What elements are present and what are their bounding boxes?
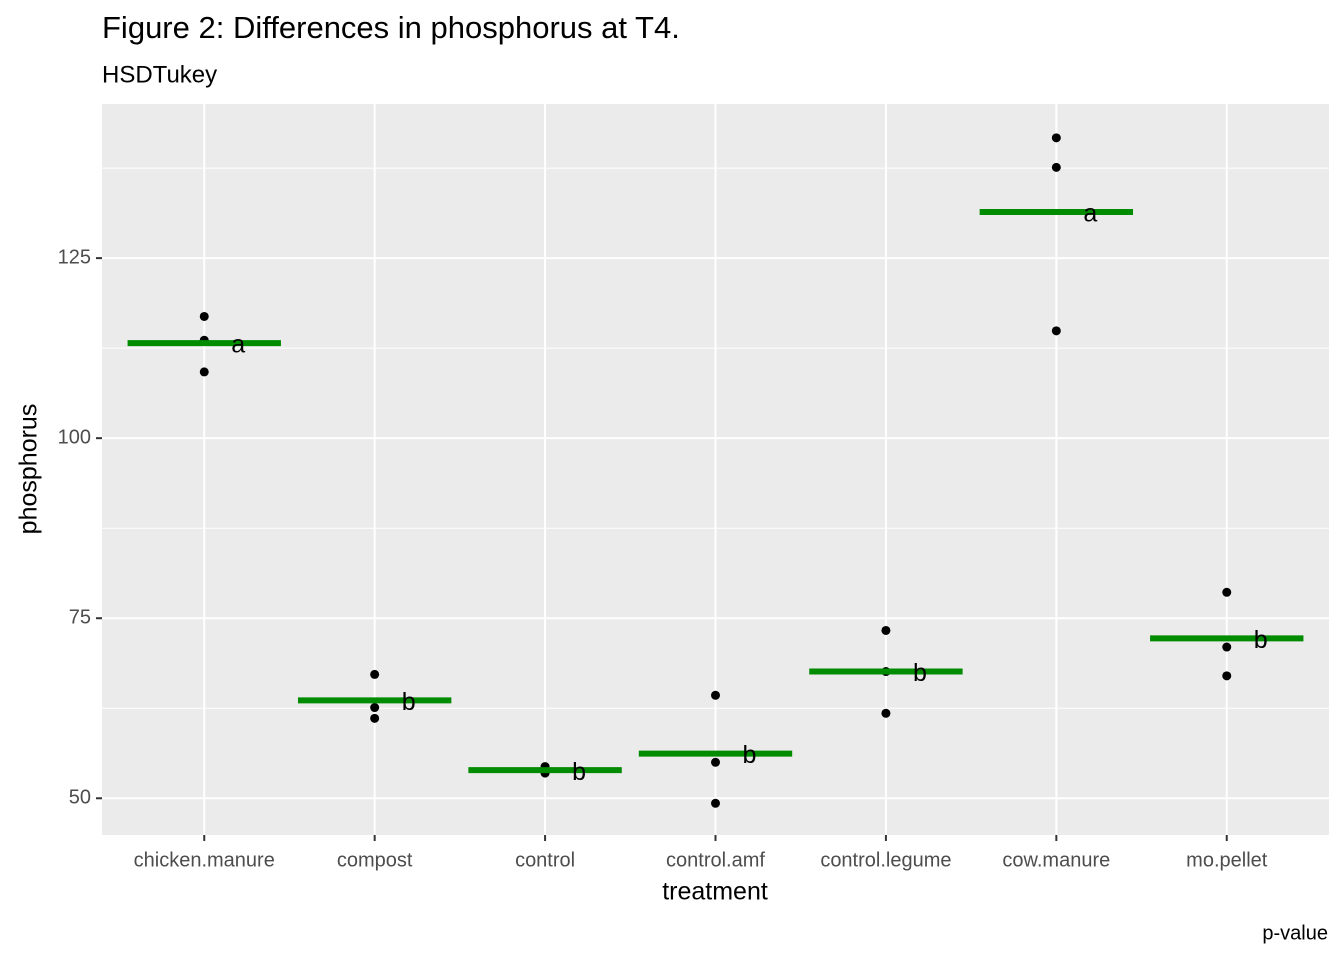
group-letter: b — [572, 758, 586, 786]
x-axis-title: treatment — [662, 878, 768, 906]
data-point — [881, 708, 891, 718]
data-point — [370, 713, 380, 723]
group-letter: b — [1254, 626, 1268, 654]
y-tick-label: 100 — [58, 426, 91, 448]
y-tick-label: 50 — [69, 787, 91, 809]
x-tick-label: control.amf — [666, 849, 765, 871]
data-point — [199, 311, 209, 321]
x-tick-label: cow.manure — [1002, 849, 1110, 871]
data-point — [1222, 587, 1232, 597]
group-letter: a — [1083, 200, 1097, 228]
data-point — [1051, 326, 1061, 336]
grid — [102, 104, 1329, 835]
x-tick-label: compost — [337, 849, 413, 871]
data-point — [370, 669, 380, 679]
y-tick-label: 125 — [58, 246, 91, 268]
x-tick-label: chicken.manure — [134, 849, 275, 871]
data-point — [1051, 133, 1061, 143]
data-point — [370, 703, 380, 713]
data-point — [1222, 642, 1232, 652]
data-point — [1222, 671, 1232, 681]
chart-subtitle: HSDTukey — [102, 61, 217, 88]
y-axis-title: phosphorus — [15, 404, 43, 535]
x-tick-label: control.legume — [820, 849, 951, 871]
data-point — [881, 625, 891, 635]
x-tick-label: control — [515, 849, 575, 871]
caption: p-value — [1262, 922, 1328, 944]
group-letter: b — [402, 688, 416, 716]
data-point — [1051, 162, 1061, 172]
data-point — [711, 690, 720, 700]
group-letter: b — [913, 659, 927, 687]
data-point — [711, 798, 720, 808]
group-letter: b — [743, 741, 757, 769]
y-tick-label: 75 — [69, 607, 91, 629]
chart-title: Figure 2: Differences in phosphorus at T… — [102, 10, 680, 45]
group-letter: a — [231, 331, 245, 359]
x-tick-label: mo.pellet — [1186, 849, 1268, 871]
data-point — [711, 757, 720, 767]
data-point — [199, 367, 209, 377]
